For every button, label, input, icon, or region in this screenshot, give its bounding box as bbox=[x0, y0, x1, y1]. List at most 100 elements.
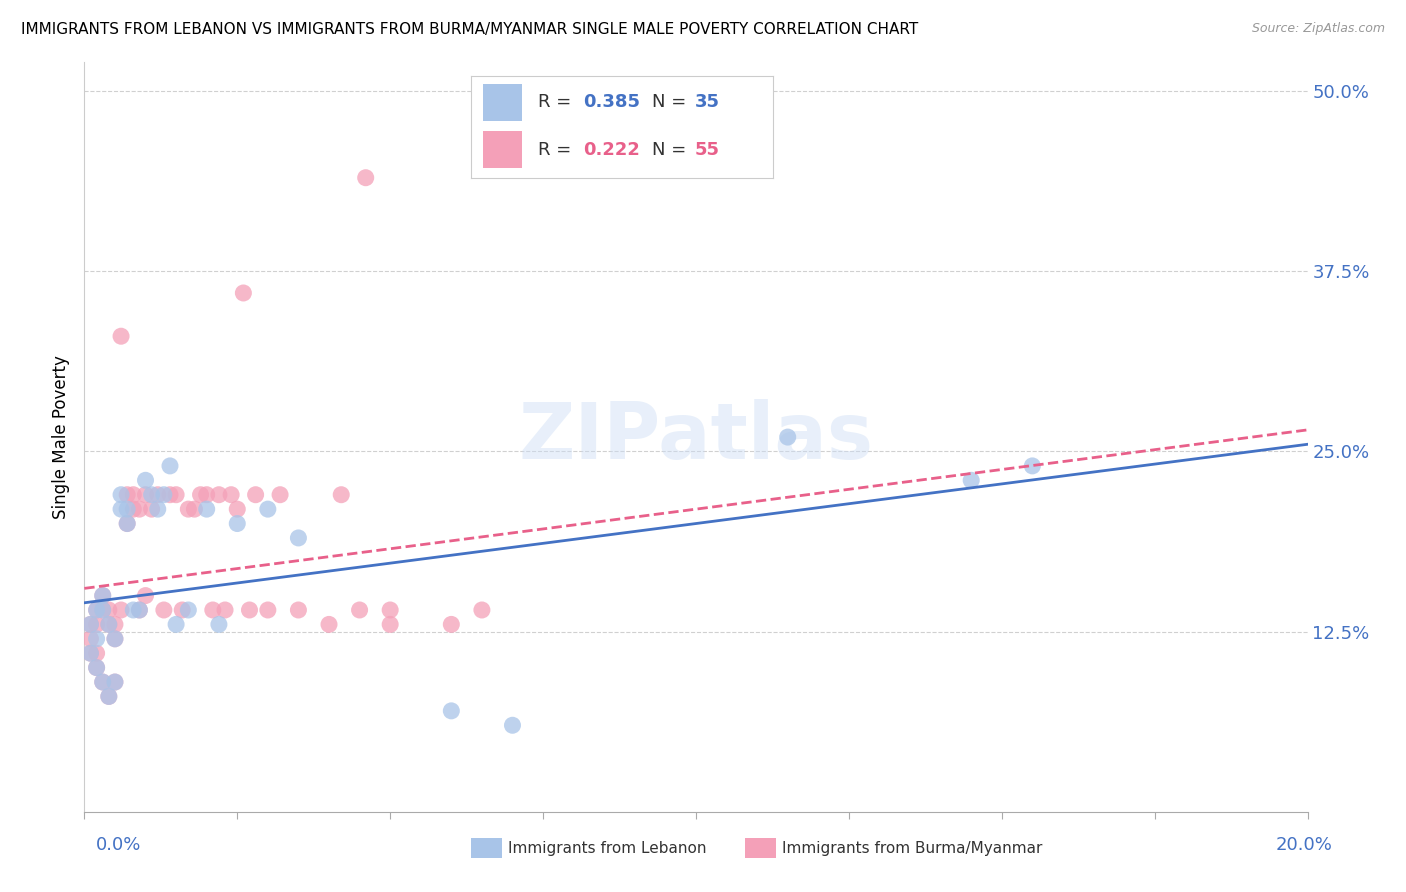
Point bbox=[79, 646, 101, 660]
Text: R =: R = bbox=[537, 94, 576, 112]
Text: R =: R = bbox=[537, 141, 576, 159]
Point bbox=[226, 516, 249, 531]
Point bbox=[110, 502, 132, 516]
Point bbox=[195, 488, 218, 502]
Point bbox=[183, 502, 205, 516]
Point bbox=[86, 660, 108, 674]
Point bbox=[208, 617, 231, 632]
Point bbox=[115, 516, 138, 531]
Point bbox=[104, 617, 127, 632]
Point bbox=[159, 458, 181, 473]
Point bbox=[97, 617, 120, 632]
Point bbox=[201, 603, 224, 617]
Text: N =: N = bbox=[652, 141, 692, 159]
Point bbox=[1021, 458, 1043, 473]
Point bbox=[195, 502, 218, 516]
Point bbox=[219, 488, 242, 502]
Point bbox=[122, 502, 145, 516]
Point bbox=[208, 488, 231, 502]
Point bbox=[318, 617, 340, 632]
Point bbox=[159, 488, 181, 502]
Bar bbox=[484, 131, 523, 168]
Point bbox=[91, 675, 114, 690]
Point bbox=[153, 603, 176, 617]
Point bbox=[86, 617, 108, 632]
Point bbox=[177, 603, 200, 617]
Y-axis label: Single Male Poverty: Single Male Poverty bbox=[52, 355, 70, 519]
Point bbox=[232, 285, 254, 300]
Point bbox=[135, 488, 157, 502]
Point bbox=[146, 488, 169, 502]
Point bbox=[86, 660, 108, 674]
Point bbox=[115, 488, 138, 502]
Point bbox=[86, 632, 108, 646]
Point bbox=[79, 617, 101, 632]
Point bbox=[238, 603, 260, 617]
Text: 0.0%: 0.0% bbox=[96, 836, 141, 854]
Point bbox=[245, 488, 267, 502]
Point bbox=[122, 603, 145, 617]
Text: ZIPatlas: ZIPatlas bbox=[519, 399, 873, 475]
Point bbox=[960, 473, 983, 487]
Point bbox=[776, 430, 799, 444]
Point bbox=[471, 603, 494, 617]
Point bbox=[86, 646, 108, 660]
Text: 20.0%: 20.0% bbox=[1277, 836, 1333, 854]
Text: 35: 35 bbox=[695, 94, 720, 112]
Point bbox=[214, 603, 236, 617]
Point bbox=[269, 488, 291, 502]
Point bbox=[153, 488, 176, 502]
Point bbox=[257, 502, 280, 516]
Point bbox=[91, 589, 114, 603]
Point bbox=[146, 502, 169, 516]
Point bbox=[330, 488, 353, 502]
Text: 0.222: 0.222 bbox=[583, 141, 640, 159]
Text: N =: N = bbox=[652, 94, 692, 112]
Point bbox=[226, 502, 249, 516]
Point bbox=[97, 690, 120, 704]
Point bbox=[104, 675, 127, 690]
Text: 0.385: 0.385 bbox=[583, 94, 640, 112]
Point bbox=[86, 603, 108, 617]
Text: Immigrants from Burma/Myanmar: Immigrants from Burma/Myanmar bbox=[782, 841, 1042, 855]
Point bbox=[128, 603, 150, 617]
Point bbox=[104, 632, 127, 646]
Bar bbox=[484, 84, 523, 121]
Point bbox=[97, 617, 120, 632]
Point bbox=[110, 603, 132, 617]
Point bbox=[287, 531, 309, 545]
Point bbox=[128, 603, 150, 617]
Point bbox=[257, 603, 280, 617]
Point bbox=[165, 617, 187, 632]
Point bbox=[349, 603, 371, 617]
Point bbox=[110, 488, 132, 502]
Point bbox=[165, 488, 187, 502]
Point bbox=[104, 675, 127, 690]
Point bbox=[104, 632, 127, 646]
Text: Source: ZipAtlas.com: Source: ZipAtlas.com bbox=[1251, 22, 1385, 36]
Point bbox=[190, 488, 212, 502]
Point bbox=[79, 617, 101, 632]
Point bbox=[287, 603, 309, 617]
Point bbox=[502, 718, 524, 732]
Point bbox=[122, 488, 145, 502]
Point bbox=[97, 603, 120, 617]
Point bbox=[141, 488, 163, 502]
Text: 55: 55 bbox=[695, 141, 720, 159]
Point bbox=[91, 603, 114, 617]
Point bbox=[135, 473, 157, 487]
Point bbox=[135, 589, 157, 603]
Point bbox=[91, 603, 114, 617]
Point bbox=[172, 603, 194, 617]
Point bbox=[115, 516, 138, 531]
Point bbox=[177, 502, 200, 516]
Point bbox=[91, 589, 114, 603]
Point bbox=[115, 502, 138, 516]
Point bbox=[110, 329, 132, 343]
Point bbox=[91, 675, 114, 690]
Point bbox=[380, 603, 402, 617]
Point bbox=[440, 704, 463, 718]
Point bbox=[86, 603, 108, 617]
Point bbox=[354, 170, 377, 185]
Point bbox=[440, 617, 463, 632]
